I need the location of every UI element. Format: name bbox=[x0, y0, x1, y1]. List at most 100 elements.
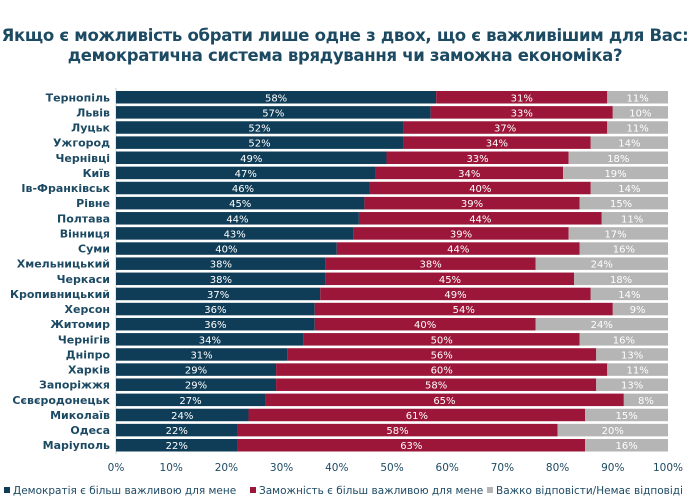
data-label: 10% bbox=[629, 108, 651, 119]
data-label: 24% bbox=[171, 411, 193, 422]
data-label: 57% bbox=[262, 108, 284, 119]
bar-segment bbox=[430, 106, 613, 119]
x-tick-label: 60% bbox=[436, 462, 459, 474]
chart-title-line-2: демократична система врядування чи замож… bbox=[67, 46, 623, 65]
data-label: 40% bbox=[469, 184, 491, 195]
legend-swatch bbox=[250, 487, 256, 493]
category-label: Кропивницький bbox=[10, 288, 110, 301]
category-label: Миколаїв bbox=[50, 409, 110, 422]
bar-segment bbox=[116, 378, 277, 391]
category-label: Маріуполь bbox=[43, 439, 110, 452]
bar-segment bbox=[563, 166, 668, 180]
bar-segment bbox=[369, 181, 591, 195]
data-label: 15% bbox=[615, 411, 637, 422]
category-label: Луцьк bbox=[71, 122, 110, 135]
data-label: 9% bbox=[630, 305, 646, 316]
data-label: 58% bbox=[265, 93, 287, 104]
category-label: Хмельницький bbox=[17, 258, 110, 271]
bar-segment bbox=[276, 378, 597, 391]
bar-segment bbox=[116, 408, 249, 422]
bar-segment bbox=[303, 333, 580, 346]
bar-segment bbox=[116, 106, 431, 119]
x-tick-label: 0% bbox=[108, 462, 125, 474]
data-label: 34% bbox=[458, 169, 480, 180]
bar-segment bbox=[237, 423, 558, 437]
data-label: 33% bbox=[511, 108, 533, 119]
x-tick-label: 70% bbox=[491, 462, 514, 474]
bar-segment bbox=[116, 333, 304, 346]
bar-segment bbox=[116, 393, 266, 407]
data-label: 13% bbox=[621, 381, 643, 392]
bar-segment bbox=[596, 378, 668, 391]
data-label: 18% bbox=[607, 154, 629, 165]
bar-segment bbox=[607, 363, 668, 376]
category-label: Житомир bbox=[50, 318, 110, 331]
bar-segment bbox=[116, 317, 315, 331]
data-label: 44% bbox=[469, 214, 491, 225]
data-label: 38% bbox=[210, 260, 232, 271]
bar-segment bbox=[574, 272, 668, 286]
category-label: Сєвєродонецьк bbox=[12, 394, 110, 407]
bar-segment bbox=[607, 121, 668, 134]
data-label: 54% bbox=[453, 305, 475, 316]
data-label: 38% bbox=[420, 260, 442, 271]
data-label: 45% bbox=[439, 275, 461, 286]
bar-segment bbox=[623, 393, 668, 407]
data-label: 49% bbox=[240, 154, 262, 165]
data-label: 11% bbox=[627, 124, 649, 135]
bar-segment bbox=[248, 408, 586, 422]
bar-segment bbox=[116, 272, 326, 286]
data-label: 58% bbox=[386, 426, 408, 437]
bar-segment bbox=[336, 242, 580, 255]
data-label: 17% bbox=[604, 229, 626, 240]
data-label: 19% bbox=[604, 169, 626, 180]
data-label: 29% bbox=[185, 381, 207, 392]
data-label: 44% bbox=[226, 214, 248, 225]
bar-segment bbox=[568, 227, 668, 240]
data-label: 33% bbox=[466, 154, 488, 165]
bar-segment bbox=[375, 166, 564, 180]
bar-segment bbox=[116, 136, 404, 149]
bar-segment bbox=[403, 121, 608, 134]
bar-segment bbox=[237, 438, 586, 452]
bar-segment bbox=[116, 121, 404, 134]
bar-segment bbox=[116, 363, 277, 376]
data-label: 37% bbox=[494, 124, 516, 135]
data-label: 16% bbox=[615, 441, 637, 452]
chart-title-line-1: Якщо є можливість обрати лише одне з дво… bbox=[1, 26, 689, 45]
data-label: 8% bbox=[638, 396, 654, 407]
data-label: 11% bbox=[627, 93, 649, 104]
data-label: 14% bbox=[618, 290, 640, 301]
bar-segment bbox=[116, 227, 354, 240]
data-label: 63% bbox=[400, 441, 422, 452]
data-label: 14% bbox=[618, 184, 640, 195]
data-label: 11% bbox=[621, 214, 643, 225]
bar-segment bbox=[116, 91, 437, 104]
bar-segment bbox=[265, 393, 624, 407]
data-label: 16% bbox=[613, 335, 635, 346]
bar-segment bbox=[116, 196, 365, 210]
data-label: 37% bbox=[207, 290, 229, 301]
data-label: 47% bbox=[235, 169, 257, 180]
category-label: Ужгород bbox=[53, 137, 110, 150]
category-label: Чернівці bbox=[56, 152, 110, 165]
data-label: 52% bbox=[248, 139, 270, 150]
bar-segment bbox=[585, 438, 668, 452]
bar-segment bbox=[568, 151, 668, 165]
bar-segment bbox=[579, 242, 668, 255]
data-label: 31% bbox=[511, 93, 533, 104]
bar-segment bbox=[607, 91, 668, 104]
data-label: 15% bbox=[610, 199, 632, 210]
data-label: 56% bbox=[431, 350, 453, 361]
legend-label: Демократія є більш важливою для мене bbox=[13, 485, 236, 497]
data-label: 39% bbox=[461, 199, 483, 210]
data-label: 34% bbox=[199, 335, 221, 346]
bar-segment bbox=[325, 257, 536, 270]
data-label: 22% bbox=[166, 426, 188, 437]
category-label: Львів bbox=[76, 106, 110, 119]
bar-segment bbox=[403, 136, 591, 149]
legend-label: Важко відповісти/Немає відповіді bbox=[496, 485, 683, 497]
category-label: Запоріжжя bbox=[39, 379, 110, 392]
data-label: 18% bbox=[610, 275, 632, 286]
